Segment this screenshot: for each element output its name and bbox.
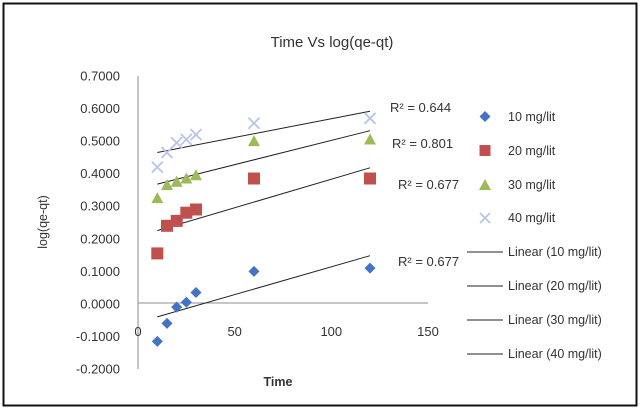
chart-border <box>2 2 638 407</box>
y-tick-label: -0.1000 <box>76 329 120 344</box>
data-point-series-2 <box>161 219 173 232</box>
data-point-series-3 <box>170 175 183 187</box>
legend-label: Linear (10 mg/lit) <box>508 245 602 259</box>
data-point-series-4 <box>180 133 193 146</box>
data-point-series-1 <box>151 335 163 347</box>
data-point-series-1 <box>171 301 183 313</box>
y-tick-label: -0.2000 <box>76 362 120 377</box>
legend-item-30: 30 mg/lit <box>479 178 556 192</box>
y-tick-label: 0.2000 <box>80 231 120 246</box>
r2-annotation-10: R² = 0.677 <box>398 254 459 269</box>
y-tick-labels: -0.2000 -0.1000 0.0000 0.1000 0.2000 0.3… <box>76 69 120 377</box>
data-point-series-3 <box>151 192 164 204</box>
legend-label: 40 mg/lit <box>508 211 556 225</box>
data-point-series-4 <box>170 136 183 149</box>
data-point-series-3 <box>364 133 376 145</box>
y-tick-label: 0.3000 <box>80 199 120 214</box>
data-point-series-2 <box>170 214 183 227</box>
x-tick-labels: 0 50 100 150 <box>134 324 438 339</box>
data-point-series-4 <box>189 128 203 141</box>
data-point-series-1 <box>248 265 260 277</box>
data-point-series-4 <box>151 161 164 174</box>
legend-label: 10 mg/lit <box>508 110 556 124</box>
y-tick-label: 0.1000 <box>80 264 120 279</box>
legend-label: Linear (30 mg/lit) <box>508 313 602 327</box>
legend-item-40: 40 mg/lit <box>479 211 556 225</box>
r2-annotation-40: R² = 0.644 <box>390 100 451 115</box>
y-tick-label: 0.7000 <box>80 69 120 84</box>
trendline-4 <box>157 110 371 153</box>
legend-marker-x <box>479 212 491 224</box>
x-tick-label: 0 <box>134 324 141 339</box>
data-point-series-2 <box>248 172 260 185</box>
legend-marker-square <box>479 145 491 156</box>
data-point-series-4 <box>160 146 174 159</box>
y-axis-title: log(qe-qt) <box>36 195 50 249</box>
y-tick-label: 0.0000 <box>80 296 120 311</box>
legend-item-linear-10: Linear (10 mg/lit) <box>467 245 602 259</box>
legend-label: Linear (40 mg/lit) <box>508 347 602 361</box>
legend-label: 30 mg/lit <box>508 178 556 192</box>
legend-item-linear-20: Linear (20 mg/lit) <box>467 279 602 293</box>
data-point-series-2 <box>151 247 164 260</box>
legend-item-20: 20 mg/lit <box>479 144 556 158</box>
data-point-series-4 <box>247 117 261 130</box>
legend-item-10: 10 mg/lit <box>479 110 556 124</box>
y-tick-label: 0.6000 <box>80 101 120 116</box>
data-point-series-3 <box>248 135 260 147</box>
x-axis-title: Time <box>264 375 293 389</box>
x-tick-label: 150 <box>417 324 439 339</box>
legend-label: Linear (20 mg/lit) <box>508 279 602 293</box>
y-tick-label: 0.5000 <box>80 134 120 149</box>
data-point-series-3 <box>190 169 202 181</box>
data-point-series-1 <box>190 286 202 298</box>
legend-marker-triangle <box>479 179 491 190</box>
trendline-3 <box>157 130 371 185</box>
legend-marker-diamond <box>479 111 491 122</box>
data-point-series-2 <box>364 172 376 185</box>
data-point-series-1 <box>364 262 376 274</box>
r2-annotation-20: R² = 0.677 <box>398 177 459 192</box>
y-tick-label: 0.4000 <box>80 166 120 181</box>
x-tick-label: 100 <box>320 324 342 339</box>
trendlines <box>157 110 371 318</box>
chart-title: Time Vs log(qe-qt) <box>271 34 394 51</box>
data-point-series-1 <box>180 296 192 308</box>
r2-annotations: R² = 0.644 R² = 0.801 R² = 0.677 R² = 0.… <box>390 100 459 269</box>
legend-label: 20 mg/lit <box>508 144 556 158</box>
legend-item-linear-30: Linear (30 mg/lit) <box>467 313 602 327</box>
data-point-series-1 <box>161 317 173 329</box>
data-point-series-2 <box>180 206 193 219</box>
data-point-series-3 <box>161 179 173 191</box>
data-point-series-2 <box>190 203 202 216</box>
trendline-2 <box>157 167 371 232</box>
data-point-series-3 <box>180 172 193 184</box>
legend: 10 mg/lit 20 mg/lit 30 mg/lit 40 mg/lit … <box>467 110 602 361</box>
data-points <box>151 112 377 347</box>
trendline-1 <box>157 255 371 318</box>
legend-item-linear-40: Linear (40 mg/lit) <box>467 347 602 361</box>
r2-annotation-30: R² = 0.801 <box>392 136 453 151</box>
x-tick-label: 50 <box>227 324 241 339</box>
data-point-series-4 <box>363 112 377 125</box>
